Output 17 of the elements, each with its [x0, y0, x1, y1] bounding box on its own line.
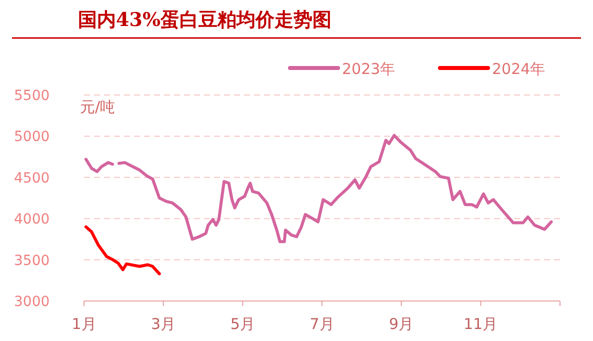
y-axis-title: 元/吨 [80, 98, 116, 116]
line-series [84, 225, 161, 276]
y-tick-label: 4500 [14, 170, 50, 186]
y-tick-label: 5500 [14, 88, 50, 104]
x-tick-label: 11月 [464, 315, 498, 333]
x-tick-label: 5月 [230, 315, 255, 333]
y-tick-label: 3500 [14, 252, 50, 269]
y-tick-label: 4000 [14, 212, 50, 228]
x-tick-label: 3月 [151, 315, 176, 333]
x-tick-label: 1月 [72, 315, 96, 333]
y-tick-label: 5000 [14, 129, 50, 146]
y-tick-label: 3000 [14, 294, 50, 310]
x-tick-label: 9月 [389, 315, 414, 333]
legend-label: 2024年 [492, 60, 546, 78]
chart-title: 国内43%蛋白豆粕均价走势图 [78, 9, 332, 31]
x-tick-label: 7月 [310, 315, 334, 333]
legend-label: 2023年 [342, 60, 396, 78]
